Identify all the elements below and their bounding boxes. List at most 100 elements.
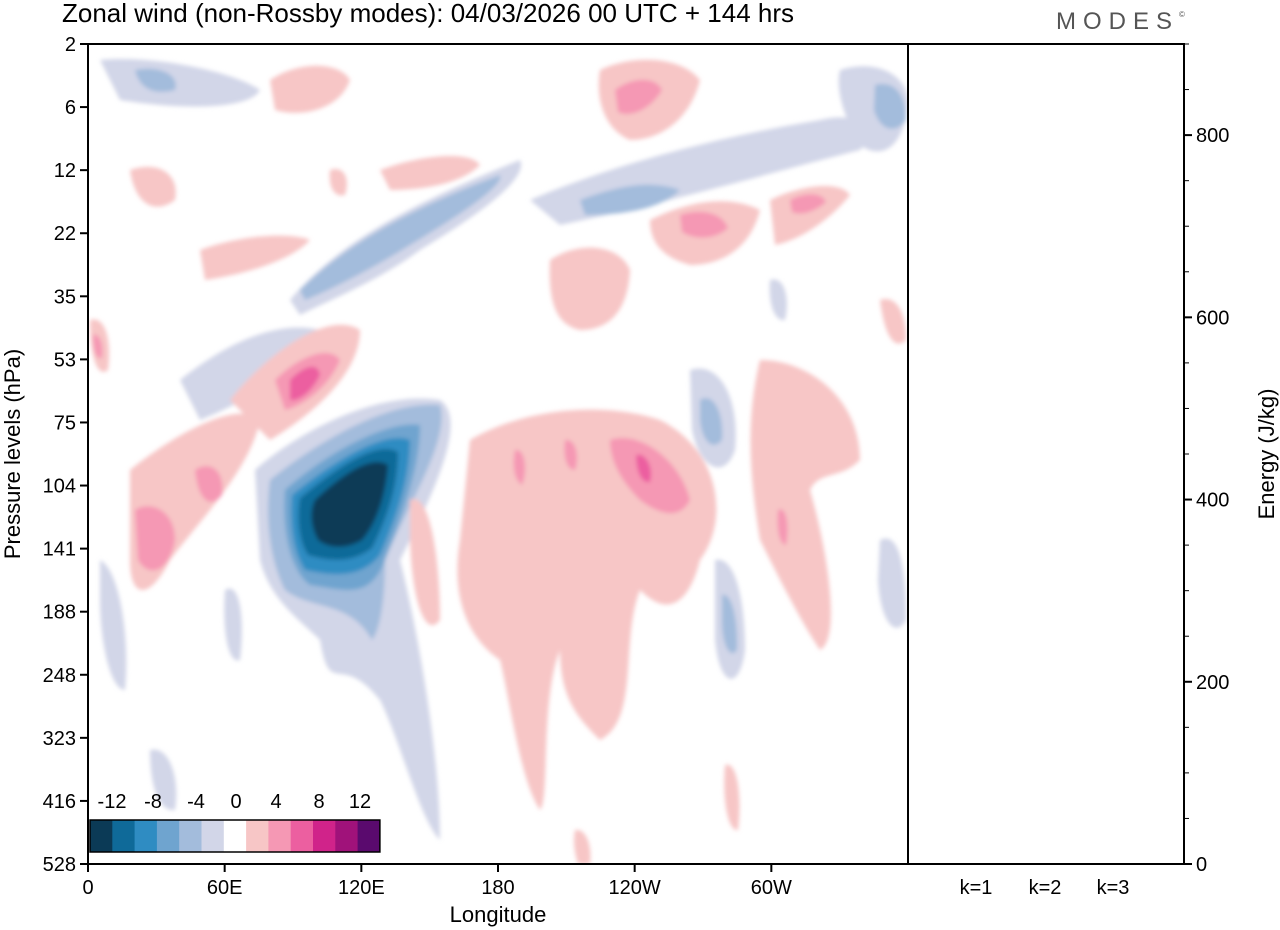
easterly-region	[135, 68, 176, 92]
westerly-region	[135, 506, 175, 571]
colorbar-swatch	[223, 820, 247, 852]
easterly-region	[722, 594, 738, 654]
x-tick-label: 0	[82, 877, 93, 899]
energy-background	[908, 44, 1184, 864]
colorbar-swatch	[246, 820, 269, 852]
colorbar-label: 8	[313, 791, 324, 813]
y-tick-label: 2	[65, 34, 76, 56]
westerly-region	[770, 185, 850, 245]
energy-panel: 0 200 400 600 800 k=1 k=2 k=3	[907, 43, 1229, 899]
y-tick-label: 75	[54, 412, 76, 434]
westerly-region	[574, 829, 591, 864]
easterly-region	[878, 538, 906, 628]
colorbar-label: -8	[144, 791, 162, 813]
easterly-region	[100, 560, 127, 690]
y-axis-title: Pressure levels (hPa)	[0, 349, 25, 559]
x-tick-label: 60E	[207, 877, 243, 899]
energy-axis: 0 200 400 600 800	[1184, 125, 1229, 876]
colorbar-label: 4	[270, 791, 281, 813]
westerly-region	[290, 366, 320, 401]
energy-tick-label: 600	[1196, 307, 1229, 329]
logo-mark: ©	[1179, 10, 1185, 19]
energy-category-labels: k=1 k=2 k=3	[960, 877, 1130, 899]
westerly-region	[410, 499, 440, 626]
longitude-axis: 0 60E 120E 180 120W 60W	[82, 864, 792, 899]
energy-category-label: k=1	[960, 877, 993, 899]
colorbar-swatch	[90, 820, 113, 852]
westerly-region	[615, 79, 662, 114]
y-tick-label: 12	[54, 160, 76, 182]
energy-minor-ticks	[1184, 43, 1189, 819]
westerly-region	[457, 409, 717, 810]
easterly-region	[580, 184, 680, 215]
x-axis-title: Longitude	[450, 902, 547, 927]
y-tick-label: 416	[43, 791, 76, 813]
energy-category-label: k=3	[1097, 877, 1130, 899]
westerly-region	[200, 235, 310, 280]
colorbar-legend: -12 -8 -4 0 4 8 12	[89, 791, 381, 853]
colorbar-swatch	[134, 820, 158, 852]
y-tick-label: 53	[54, 349, 76, 371]
chart-title: Zonal wind (non-Rossby modes): 04/03/202…	[62, 0, 794, 28]
colorbar-swatch	[335, 820, 358, 852]
easterly-region	[769, 279, 787, 321]
x-tick-label: 120W	[609, 877, 661, 899]
heatmap-plot	[88, 44, 908, 864]
energy-category-label: k=2	[1029, 877, 1062, 899]
y-tick-label: 22	[54, 223, 76, 245]
easterly-region	[224, 588, 242, 661]
colorbar-swatch	[313, 820, 336, 852]
westerly-region	[680, 211, 728, 238]
westerly-region	[270, 65, 350, 113]
easterly-region	[874, 84, 906, 129]
y-tick-label: 104	[43, 476, 76, 498]
y-tick-label: 6	[65, 97, 76, 119]
x-tick-label: 120E	[338, 877, 385, 899]
colorbar-label: -4	[187, 791, 205, 813]
y-tick-label: 141	[43, 539, 76, 561]
westerly-region	[549, 247, 630, 330]
colorbar-label: 0	[230, 791, 241, 813]
energy-tick-label: 0	[1196, 854, 1207, 876]
colorbar-swatch	[179, 820, 202, 852]
westerly-region	[380, 155, 480, 190]
colorbar-label: -12	[98, 791, 127, 813]
westerly-region	[724, 764, 740, 831]
energy-tick-label: 400	[1196, 490, 1229, 512]
colorbar-swatch	[112, 820, 135, 852]
pressure-axis: 2 6 12 22 35 53 75 104 141 188 248 323 416 528	[43, 34, 88, 876]
westerly-region	[513, 449, 526, 485]
colorbar-swatch	[156, 820, 180, 852]
westerly-region	[750, 360, 860, 650]
colorbar-label: 12	[349, 791, 371, 813]
westerly-region	[564, 439, 577, 470]
y-tick-label: 35	[54, 286, 76, 308]
modes-logo: MODES©	[1056, 8, 1185, 36]
y-tick-label: 248	[43, 665, 76, 687]
westerly-region	[790, 194, 826, 214]
energy-tick-label: 200	[1196, 672, 1229, 694]
colorbar-swatch	[290, 820, 314, 852]
westerly-region	[195, 466, 223, 502]
colorbar-frame	[89, 819, 381, 853]
westerly-region	[93, 334, 103, 359]
easterly-core	[311, 462, 388, 547]
westerly-region	[636, 454, 652, 483]
x-tick-label: 60W	[751, 877, 792, 899]
y-tick-label: 528	[43, 854, 76, 876]
logo-text: MODES	[1056, 8, 1180, 35]
westerly-region	[329, 169, 347, 196]
westerly-region	[880, 299, 906, 344]
colorbar-swatch	[268, 820, 292, 852]
colorbar-swatch	[357, 820, 381, 852]
x-tick-label: 180	[481, 877, 514, 899]
energy-axis-title: Energy (J/kg)	[1254, 389, 1279, 520]
easterly-region	[300, 175, 501, 300]
westerly-region	[777, 509, 788, 545]
y-tick-label: 188	[43, 602, 76, 624]
colorbar-swatch	[201, 820, 225, 852]
easterly-region	[150, 749, 177, 811]
y-tick-label: 323	[43, 728, 76, 750]
heatmap-contours	[90, 59, 908, 864]
